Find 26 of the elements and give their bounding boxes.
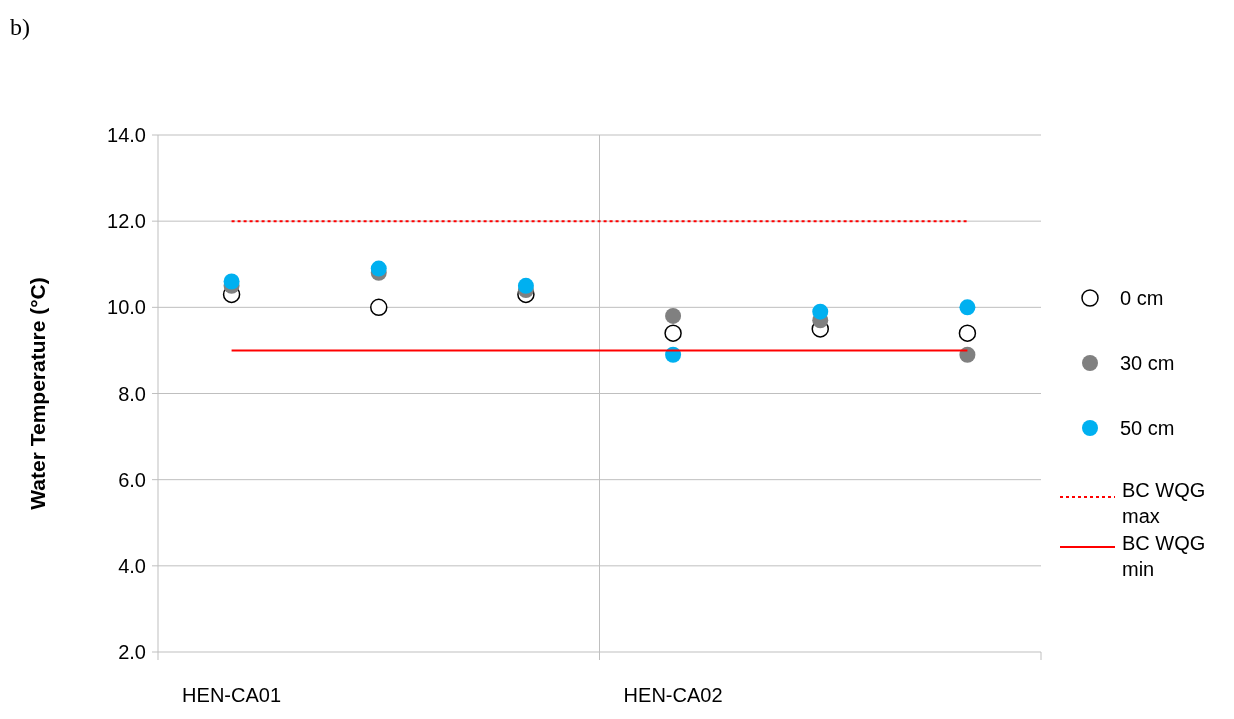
y-tick-label: 14.0 (107, 124, 146, 146)
legend-label: BC WQG min (1122, 532, 1206, 580)
chart-title: b) (10, 14, 30, 40)
y-tick-label: 4.0 (118, 554, 146, 577)
point (370, 298, 388, 317)
point (812, 303, 829, 320)
point (959, 346, 976, 363)
point (517, 277, 534, 294)
y-tick-label: 6.0 (118, 468, 146, 491)
point (958, 324, 977, 342)
x-tick-label: HEN-CA01 (182, 684, 282, 706)
point (223, 273, 240, 290)
point (664, 324, 682, 342)
legend-label: 30 cm (1120, 352, 1175, 374)
point (665, 307, 682, 324)
y-tick-label: 12.0 (107, 210, 146, 233)
y-axis-title: Water Temperature (°C) (26, 277, 49, 510)
y-tick-label: 2.0 (118, 641, 146, 663)
y-tick-label: 8.0 (118, 382, 146, 405)
x-tick-label: HEN-CA02 (623, 684, 723, 706)
point (370, 260, 387, 277)
legend-label: 0 cm (1120, 287, 1164, 309)
legend-label: BC WQG max (1122, 479, 1206, 527)
legend-label: 50 cm (1120, 417, 1175, 439)
point (959, 299, 976, 316)
y-tick-label: 10.0 (107, 296, 146, 319)
